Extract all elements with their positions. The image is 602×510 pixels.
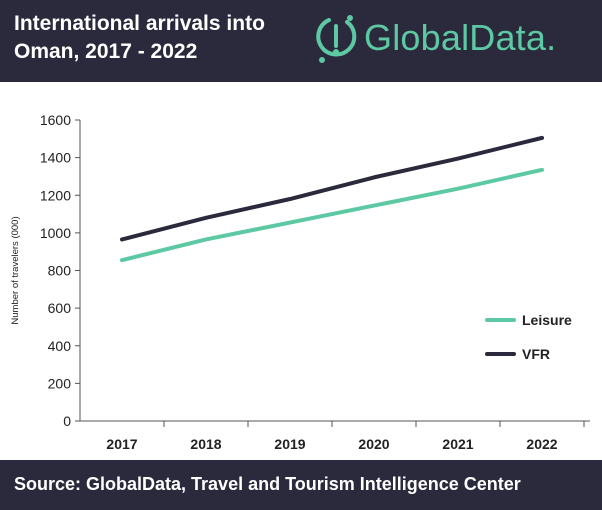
x-tick-label: 2019 — [274, 436, 305, 452]
y-tick-label: 600 — [48, 300, 72, 316]
line-chart: 0 200 400 600 800 1000 1200 1400 1600 2017 2018 201… — [10, 112, 590, 452]
y-tick-label: 800 — [48, 263, 72, 279]
y-axis-label: Number of travelers (000) — [10, 216, 21, 324]
y-tick-label: 200 — [48, 375, 72, 391]
y-tick-label: 1000 — [40, 225, 71, 241]
series-line-leisure — [120, 167, 544, 263]
series-line-vfr — [120, 135, 544, 242]
y-tick-label: 0 — [63, 413, 71, 429]
x-tick-label: 2018 — [190, 436, 221, 452]
x-tick-label: 2017 — [106, 436, 137, 452]
chart-title: International arrivals into Oman, 2017 -… — [14, 12, 265, 63]
chart-area: 0 200 400 600 800 1000 1200 1400 1600 2017 2018 201… — [0, 82, 602, 460]
x-tick-label: 2022 — [526, 436, 557, 452]
y-tick-label: 1200 — [40, 187, 71, 203]
y-tick-label: 1600 — [40, 112, 71, 128]
globaldata-logo-icon — [316, 15, 357, 63]
y-tick-label: 400 — [48, 338, 72, 354]
legend-label-vfr: VFR — [522, 346, 550, 362]
globaldata-logo-text: GlobalData. — [364, 17, 557, 58]
source-note: Source: GlobalData, Travel and Tourism I… — [14, 474, 521, 494]
header-banner: International arrivals into Oman, 2017 -… — [0, 0, 602, 82]
globaldata-logo: GlobalData. — [312, 12, 592, 64]
footer-banner: Source: GlobalData, Travel and Tourism I… — [0, 460, 602, 510]
x-tick-label: 2020 — [358, 436, 389, 452]
x-tick-label: 2021 — [442, 436, 473, 452]
legend-label-leisure: Leisure — [522, 312, 572, 328]
y-tick-label: 1400 — [40, 150, 71, 166]
